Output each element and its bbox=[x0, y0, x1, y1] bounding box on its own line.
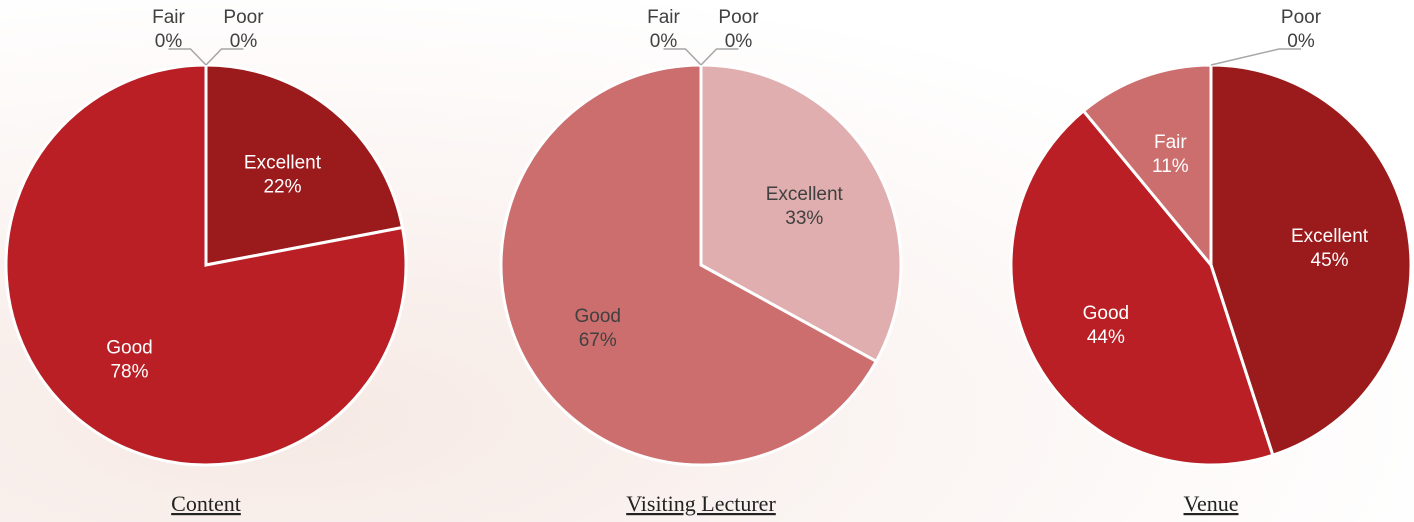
pie-chart: Excellent 33% Good 67% Fair 0% Poor 0% Visiting … bbox=[501, 7, 901, 516]
value-label: 0% bbox=[155, 31, 183, 52]
chart-title: Content bbox=[171, 491, 241, 516]
chart-title: Venue bbox=[1184, 491, 1239, 516]
category-label: Excellent bbox=[766, 184, 844, 205]
category-label: Fair bbox=[152, 7, 185, 28]
data-label: Poor 0% bbox=[718, 7, 759, 52]
category-label: Fair bbox=[1154, 132, 1187, 153]
value-label: 0% bbox=[1287, 31, 1315, 52]
data-label: Poor 0% bbox=[223, 7, 264, 52]
category-label: Poor bbox=[718, 7, 759, 28]
value-label: 78% bbox=[110, 361, 148, 382]
data-label: Fair 0% bbox=[647, 7, 680, 52]
category-label: Poor bbox=[223, 7, 264, 28]
pie-chart: Excellent 45% Good 44% Fair 11% Poor 0% Venue bbox=[1011, 7, 1411, 516]
data-label: Poor 0% bbox=[1281, 7, 1322, 52]
chart-title: Visiting Lecturer bbox=[626, 491, 776, 516]
category-label: Fair bbox=[647, 7, 680, 28]
value-label: 11% bbox=[1152, 156, 1189, 177]
page: Excellent22%Good78%Fair0%Poor0%ContentEx… bbox=[0, 0, 1414, 522]
charts: Excellent22%Good78%Fair0%Poor0%ContentEx… bbox=[0, 0, 1414, 522]
value-label: 67% bbox=[579, 330, 617, 351]
category-label: Poor bbox=[1281, 7, 1322, 28]
value-label: 33% bbox=[785, 208, 823, 229]
data-label: Fair 0% bbox=[152, 7, 185, 52]
category-label: Good bbox=[574, 306, 620, 327]
value-label: 44% bbox=[1087, 327, 1125, 348]
value-label: 22% bbox=[263, 177, 301, 198]
category-label: Good bbox=[1083, 303, 1129, 324]
category-label: Good bbox=[106, 337, 152, 358]
value-label: 0% bbox=[725, 31, 753, 52]
category-label: Excellent bbox=[1291, 226, 1369, 247]
value-label: 0% bbox=[230, 31, 258, 52]
category-label: Excellent bbox=[244, 153, 322, 174]
value-label: 45% bbox=[1311, 250, 1349, 271]
value-label: 0% bbox=[650, 31, 678, 52]
pie-chart: Excellent 22% Good 78% Fair 0% Poor 0% Content bbox=[6, 7, 406, 516]
